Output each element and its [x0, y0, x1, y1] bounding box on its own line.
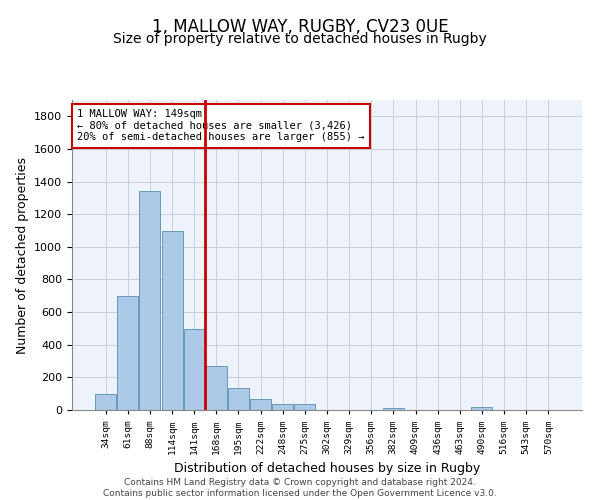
- Bar: [250, 398, 271, 410]
- Bar: [161, 230, 182, 410]
- X-axis label: Distribution of detached houses by size in Rugby: Distribution of detached houses by size …: [174, 462, 480, 475]
- Bar: [139, 192, 160, 410]
- Text: Size of property relative to detached houses in Rugby: Size of property relative to detached ho…: [113, 32, 487, 46]
- Y-axis label: Number of detached properties: Number of detached properties: [16, 156, 29, 354]
- Bar: [206, 366, 227, 410]
- Text: Contains HM Land Registry data © Crown copyright and database right 2024.
Contai: Contains HM Land Registry data © Crown c…: [103, 478, 497, 498]
- Bar: [272, 404, 293, 410]
- Bar: [472, 406, 493, 410]
- Bar: [295, 404, 316, 410]
- Bar: [118, 296, 139, 410]
- Bar: [228, 388, 249, 410]
- Bar: [184, 329, 205, 410]
- Text: 1, MALLOW WAY, RUGBY, CV23 0UE: 1, MALLOW WAY, RUGBY, CV23 0UE: [152, 18, 448, 36]
- Text: 1 MALLOW WAY: 149sqm
← 80% of detached houses are smaller (3,426)
20% of semi-de: 1 MALLOW WAY: 149sqm ← 80% of detached h…: [77, 110, 365, 142]
- Bar: [383, 408, 404, 410]
- Bar: [95, 394, 116, 410]
